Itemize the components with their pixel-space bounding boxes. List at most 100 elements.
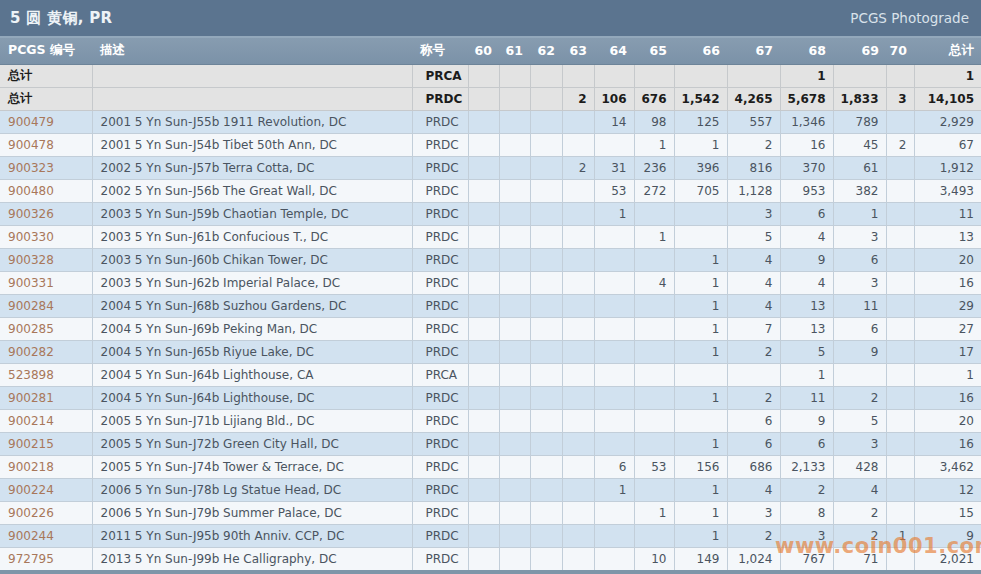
coin-description: 2006 5 Yn Sun-J78b Lg Statue Head, DC <box>92 478 412 501</box>
pcgs-number-link[interactable]: 900215 <box>0 432 92 455</box>
grade-count-cell <box>594 64 634 87</box>
grade-count-cell <box>468 202 499 225</box>
coin-description: 2013 5 Yn Sun-J99b He Calligraphy, DC <box>92 547 412 570</box>
grade-count-cell <box>727 363 780 386</box>
grade-count-cell: 5 <box>780 340 833 363</box>
pcgs-number-link[interactable]: 972795 <box>0 547 92 570</box>
grade-count-cell <box>499 363 530 386</box>
pcgs-number-link[interactable]: 900326 <box>0 202 92 225</box>
pcgs-number-link[interactable]: 900285 <box>0 317 92 340</box>
grade-count-cell <box>594 501 634 524</box>
coin-description: 2005 5 Yn Sun-J74b Tower & Terrace, DC <box>92 455 412 478</box>
column-header: 总计 <box>914 38 981 64</box>
grade-count-cell: 6 <box>594 455 634 478</box>
pcgs-number-link[interactable]: 900323 <box>0 156 92 179</box>
grade-count-cell: 1 <box>674 133 727 156</box>
grade-count-cell <box>562 386 594 409</box>
grade-count-cell: 61 <box>833 156 886 179</box>
pcgs-number-link[interactable]: 900226 <box>0 501 92 524</box>
grade-count-cell: 4 <box>634 271 674 294</box>
coin-description: 2003 5 Yn Sun-J61b Confucious T., DC <box>92 225 412 248</box>
pcgs-number-link[interactable]: 900284 <box>0 294 92 317</box>
grade-count-cell: 149 <box>674 547 727 570</box>
summary-row-label: 总计 <box>0 64 92 87</box>
coin-description: 2004 5 Yn Sun-J68b Suzhou Gardens, DC <box>92 294 412 317</box>
pcgs-number-link[interactable]: 523898 <box>0 363 92 386</box>
pcgs-number-link[interactable]: 900244 <box>0 524 92 547</box>
column-header: 称号 <box>412 38 468 64</box>
total-cell: 2,021 <box>914 547 981 570</box>
pcgs-number-link[interactable]: 900330 <box>0 225 92 248</box>
grade-count-cell <box>468 64 499 87</box>
total-cell: 17 <box>914 340 981 363</box>
grade-count-cell: 2 <box>833 386 886 409</box>
grade-count-cell: 686 <box>727 455 780 478</box>
grade-count-cell <box>562 340 594 363</box>
designation-cell: PRDC <box>412 133 468 156</box>
designation-cell: PRDC <box>412 455 468 478</box>
total-cell: 15 <box>914 501 981 524</box>
grade-count-cell: 98 <box>634 110 674 133</box>
designation-cell: PRDC <box>412 432 468 455</box>
grade-count-cell <box>468 317 499 340</box>
grade-count-cell <box>499 432 530 455</box>
designation-cell: PRDC <box>412 271 468 294</box>
pcgs-number-link[interactable]: 900331 <box>0 271 92 294</box>
grade-count-cell: 53 <box>634 455 674 478</box>
grade-count-cell: 8 <box>780 501 833 524</box>
grade-count-cell <box>562 524 594 547</box>
grade-count-cell: 3 <box>727 202 780 225</box>
grade-count-cell: 2 <box>727 524 780 547</box>
grade-count-cell <box>634 478 674 501</box>
pcgs-number-link[interactable]: 900478 <box>0 133 92 156</box>
designation-cell: PRDC <box>412 501 468 524</box>
grade-count-cell: 9 <box>833 340 886 363</box>
grade-count-cell <box>562 294 594 317</box>
pcgs-number-link[interactable]: 900218 <box>0 455 92 478</box>
pcgs-number-link[interactable]: 900281 <box>0 386 92 409</box>
grade-count-cell: 1 <box>674 340 727 363</box>
pcgs-number-link[interactable]: 900282 <box>0 340 92 363</box>
grade-count-cell <box>634 386 674 409</box>
grade-count-cell: 557 <box>727 110 780 133</box>
grade-count-cell <box>634 248 674 271</box>
grade-count-cell <box>468 547 499 570</box>
grade-count-cell <box>886 156 914 179</box>
pcgs-number-link[interactable]: 900479 <box>0 110 92 133</box>
table-row: 9002822004 5 Yn Sun-J65b Riyue Lake, DCP… <box>0 340 981 363</box>
pcgs-photograde-link[interactable]: PCGS Photograde <box>850 10 969 26</box>
total-cell: 13 <box>914 225 981 248</box>
table-row: 5238982004 5 Yn Sun-J64b Lighthouse, CAP… <box>0 363 981 386</box>
pcgs-number-link[interactable]: 900328 <box>0 248 92 271</box>
pcgs-number-link[interactable]: 900480 <box>0 179 92 202</box>
grade-count-cell <box>530 547 562 570</box>
grade-count-cell <box>530 271 562 294</box>
grade-count-cell <box>499 202 530 225</box>
designation-cell: PRDC <box>412 340 468 363</box>
grade-count-cell: 1 <box>674 248 727 271</box>
pcgs-number-link[interactable]: 900214 <box>0 409 92 432</box>
grade-count-cell <box>562 110 594 133</box>
grade-count-cell: 1 <box>634 133 674 156</box>
grade-count-cell: 236 <box>634 156 674 179</box>
grade-count-cell <box>530 156 562 179</box>
grade-count-cell <box>594 133 634 156</box>
grade-count-cell <box>499 317 530 340</box>
grade-count-cell: 1,542 <box>674 87 727 110</box>
grade-count-cell <box>530 87 562 110</box>
bottom-strip <box>0 570 981 574</box>
grade-count-cell: 6 <box>727 432 780 455</box>
pcgs-number-link[interactable]: 900224 <box>0 478 92 501</box>
grade-count-cell: 676 <box>634 87 674 110</box>
grade-count-cell <box>468 478 499 501</box>
total-cell: 9 <box>914 524 981 547</box>
grade-count-cell <box>499 133 530 156</box>
designation-cell: PRDC <box>412 409 468 432</box>
grade-count-cell <box>530 64 562 87</box>
grade-count-cell: 1 <box>594 478 634 501</box>
grade-count-cell <box>499 478 530 501</box>
table-row: 9002152005 5 Yn Sun-J72b Green City Hall… <box>0 432 981 455</box>
grade-count-cell <box>594 248 634 271</box>
grade-count-cell <box>562 363 594 386</box>
grade-count-cell: 272 <box>634 179 674 202</box>
